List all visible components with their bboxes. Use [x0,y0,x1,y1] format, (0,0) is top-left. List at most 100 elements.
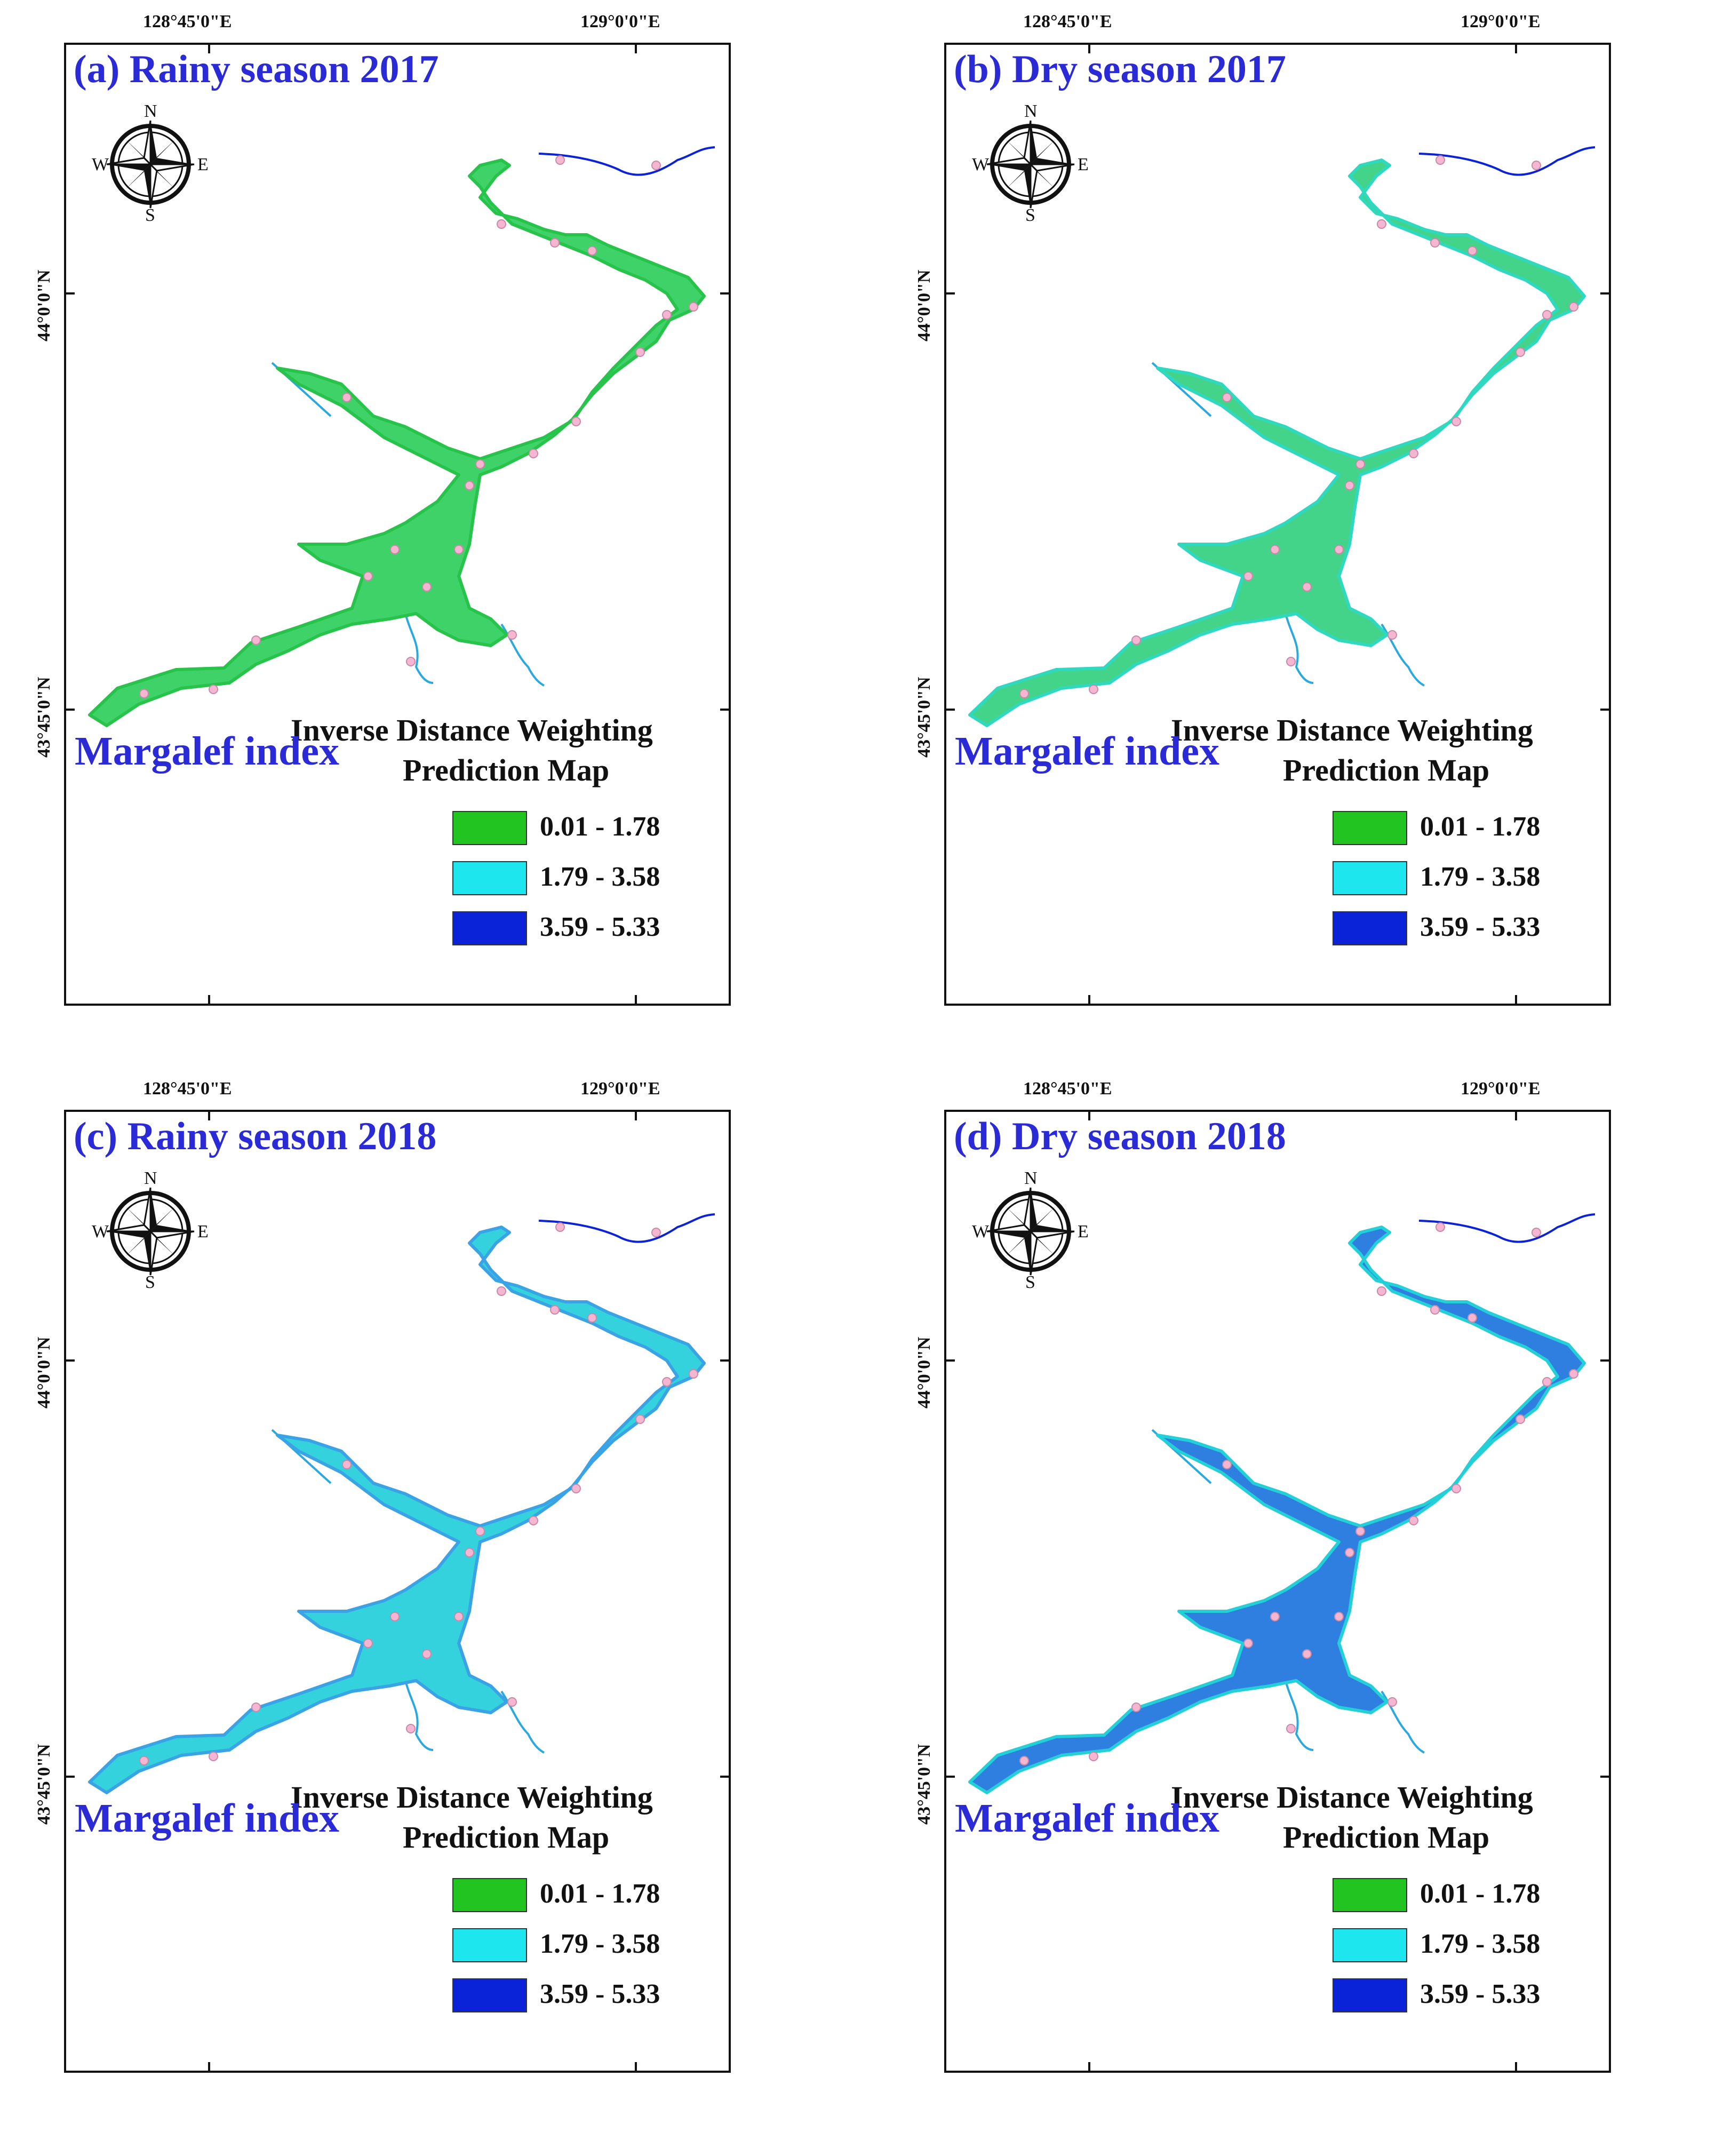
method-label-line1: Inverse Distance Weighting [291,713,653,747]
latitude-tick [1600,1776,1611,1778]
latitude-tick [64,292,75,295]
panel-title: (b) Dry season 2017 [954,47,1286,91]
legend-label-class3: 3.59 - 5.33 [540,1979,660,2009]
compass-south-label: S [145,1272,155,1292]
legend-swatch-class1 [1333,811,1407,845]
map-frame [944,1110,1611,2073]
latitude-tick [1600,1359,1611,1362]
latitude-tick [944,292,955,295]
compass-north-label: N [1024,1168,1038,1188]
latitude-tick [720,292,731,295]
longitude-tick [1515,1110,1517,1120]
compass-south-label: S [1025,1272,1035,1292]
method-label-line2: Prediction Map [403,1820,610,1855]
method-label-line2: Prediction Map [1283,753,1490,787]
reservoir-map [88,146,715,727]
compass-star-icon [986,1187,1075,1276]
method-label-line1: Inverse Distance Weighting [1171,713,1533,747]
latitude-tick [720,1776,731,1778]
legend-label-class2: 1.79 - 3.58 [1420,1929,1541,1959]
legend-label-class2: 1.79 - 3.58 [1420,862,1541,892]
legend-swatch-class3 [452,1978,527,2012]
compass-east-label: E [1078,1222,1089,1242]
latitude-tick [944,709,955,711]
legend-label-class3: 3.59 - 5.33 [1420,912,1541,942]
reservoir-map [968,146,1596,727]
legend-swatch-class1 [452,1878,527,1912]
longitude-label-right: 129°0'0"E [1461,1079,1541,1099]
map-panel-a: 128°45'0"E 129°0'0"E 44°0'0"N 43°45'0"N … [0,0,843,1014]
compass-east-label: E [197,1222,209,1242]
compass-north-label: N [144,101,157,121]
longitude-label-right: 129°0'0"E [580,12,660,31]
longitude-tick [635,995,637,1006]
index-label: Margalef index [955,1796,1220,1841]
longitude-tick [208,43,210,53]
longitude-tick [208,995,210,1006]
compass-rose: N S W E [972,1168,1089,1292]
legend-swatch-class1 [1333,1878,1407,1912]
reservoir-map [968,1213,1596,1794]
latitude-tick [1600,709,1611,711]
latitude-tick [64,1776,75,1778]
legend-label-class2: 1.79 - 3.58 [540,1929,660,1959]
compass-star-icon [106,120,195,209]
legend-label-class1: 0.01 - 1.78 [1420,812,1541,842]
legend-swatch-class2 [452,1928,527,1962]
index-label: Margalef index [955,729,1220,774]
legend-swatch-class3 [1333,911,1407,945]
longitude-tick [208,1110,210,1120]
legend-swatch-class2 [1333,861,1407,895]
compass-west-label: W [972,155,990,174]
longitude-tick [635,2062,637,2073]
method-label-line1: Inverse Distance Weighting [291,1780,653,1815]
index-label: Margalef index [75,1796,340,1841]
map-panel-b: 128°45'0"E 129°0'0"E 44°0'0"N 43°45'0"N … [880,0,1723,1014]
map-frame [64,43,731,1006]
map-panel-d: 128°45'0"E 129°0'0"E 44°0'0"N 43°45'0"N … [880,1067,1723,2081]
legend-swatch-class2 [1333,1928,1407,1962]
legend-swatch-class3 [1333,1978,1407,2012]
compass-south-label: S [145,205,155,225]
latitude-tick [944,1359,955,1362]
latitude-tick [64,1359,75,1362]
longitude-label-right: 129°0'0"E [580,1079,660,1099]
legend-swatch-class2 [452,861,527,895]
longitude-tick [1515,995,1517,1006]
legend-label-class3: 3.59 - 5.33 [540,912,660,942]
panel-title: (a) Rainy season 2017 [74,47,439,91]
longitude-tick [1088,995,1090,1006]
latitude-tick [1600,292,1611,295]
longitude-label-left: 128°45'0"E [1023,1079,1112,1099]
reservoir-map [88,1213,715,1794]
legend-swatch-class3 [452,911,527,945]
compass-north-label: N [144,1168,157,1188]
map-frame [944,43,1611,1006]
method-label-line2: Prediction Map [403,753,610,787]
longitude-tick [635,43,637,53]
index-label: Margalef index [75,729,340,774]
method-label-line2: Prediction Map [1283,1820,1490,1855]
longitude-tick [1088,43,1090,53]
longitude-tick [1515,43,1517,53]
map-frame [64,1110,731,2073]
compass-rose: N S W E [972,101,1089,225]
compass-east-label: E [1078,155,1089,174]
compass-west-label: W [92,1222,109,1242]
latitude-tick [944,1776,955,1778]
legend-label-class3: 3.59 - 5.33 [1420,1979,1541,2009]
compass-east-label: E [197,155,209,174]
longitude-tick [208,2062,210,2073]
longitude-label-left: 128°45'0"E [1023,12,1112,31]
compass-star-icon [986,120,1075,209]
latitude-tick [64,709,75,711]
compass-star-icon [106,1187,195,1276]
compass-rose: N S W E [92,101,209,225]
method-label-line1: Inverse Distance Weighting [1171,1780,1533,1815]
map-panel-c: 128°45'0"E 129°0'0"E 44°0'0"N 43°45'0"N … [0,1067,843,2081]
compass-west-label: W [92,155,109,174]
legend-label-class1: 0.01 - 1.78 [540,1879,660,1909]
longitude-tick [635,1110,637,1120]
longitude-label-right: 129°0'0"E [1461,12,1541,31]
latitude-tick [720,709,731,711]
